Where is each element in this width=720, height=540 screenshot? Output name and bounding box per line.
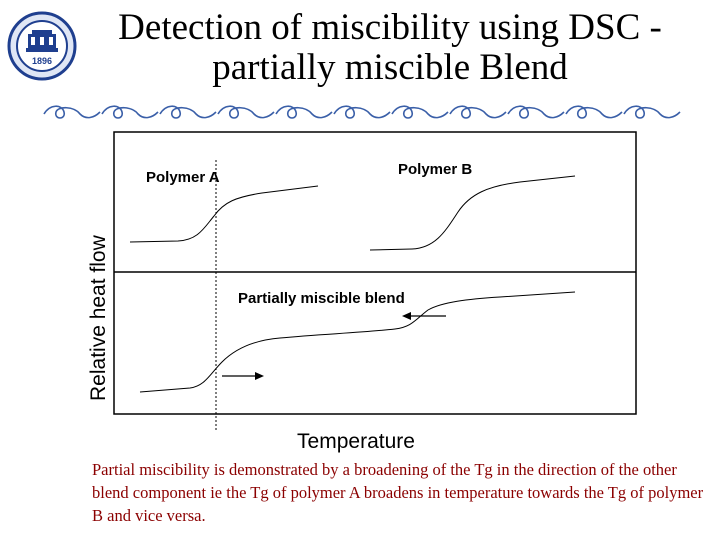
swirl-ornament bbox=[43, 105, 101, 119]
label-polymer-a: Polymer A bbox=[146, 169, 220, 186]
swirl-ornament bbox=[217, 105, 275, 119]
swirl-ornament bbox=[101, 105, 159, 119]
swirl-ornament bbox=[391, 105, 449, 119]
blend-curve bbox=[139, 291, 576, 393]
university-logo: 1896 bbox=[7, 11, 77, 81]
x-axis-label: Temperature bbox=[297, 430, 415, 453]
label-blend: Partially miscible blend bbox=[238, 290, 405, 307]
polymer-a-curve bbox=[129, 185, 319, 243]
y-axis-label: Relative heat flow bbox=[87, 234, 110, 401]
arrow-left-head bbox=[402, 312, 411, 320]
swirl-ornament bbox=[449, 105, 507, 119]
dsc-diagram: Polymer A Polymer B Partially miscible b… bbox=[87, 131, 637, 453]
swirl-ornament bbox=[623, 105, 681, 119]
slide-title: Detection of miscibility using DSC - par… bbox=[118, 7, 662, 88]
decorative-divider bbox=[43, 105, 681, 119]
plot-frame bbox=[113, 131, 637, 415]
logo-year: 1896 bbox=[32, 56, 52, 66]
arrow-right-head bbox=[255, 372, 264, 380]
swirl-ornament bbox=[333, 105, 391, 119]
caption-text: Partial miscibility is demonstrated by a… bbox=[92, 460, 704, 525]
polymer-b-curve bbox=[369, 175, 576, 251]
label-polymer-b: Polymer B bbox=[398, 161, 472, 178]
swirl-ornament bbox=[159, 105, 217, 119]
swirl-ornament bbox=[565, 105, 623, 119]
swirl-ornament bbox=[275, 105, 333, 119]
swirl-ornament bbox=[507, 105, 565, 119]
